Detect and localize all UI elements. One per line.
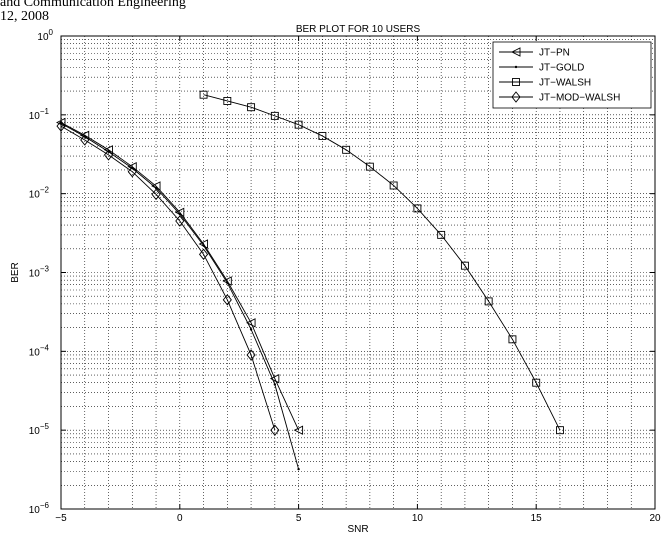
data-point — [178, 212, 181, 216]
data-point — [154, 186, 158, 190]
data-point — [508, 335, 517, 344]
x-axis-title: SNR — [347, 524, 368, 535]
data-point — [294, 120, 303, 129]
data-point — [413, 204, 422, 213]
y-axis-title: BER — [10, 262, 21, 283]
data-point — [273, 383, 277, 386]
series-layer — [55, 90, 564, 471]
data-point — [270, 424, 280, 436]
legend: JT−PN JT−GOLD JT−WALSH JT−MOD−WALSH — [492, 41, 652, 109]
data-point — [532, 378, 541, 387]
legend-swatch-marker — [514, 65, 518, 69]
data-point — [269, 373, 280, 384]
data-point — [223, 97, 232, 105]
data-point — [202, 244, 205, 247]
legend-swatch-marker — [512, 78, 520, 86]
data-point — [389, 181, 398, 190]
y-tick-label: 10−6 — [29, 501, 50, 516]
legend-swatch-marker — [511, 91, 521, 103]
y-tick-label: 10−1 — [29, 107, 50, 122]
data-point — [246, 349, 256, 361]
chart-title: BER PLOT FOR 10 USERS — [296, 24, 421, 35]
series-line — [60, 122, 300, 431]
y-tick-label: 100 — [37, 28, 53, 43]
x-tick-label: −5 — [55, 513, 67, 524]
data-point — [556, 426, 564, 435]
x-tick-label: 20 — [649, 513, 661, 524]
data-point — [342, 145, 351, 154]
data-point — [226, 281, 229, 285]
data-point — [249, 328, 253, 331]
data-point — [318, 131, 327, 140]
data-point — [246, 318, 256, 328]
x-tick-label: 15 — [531, 513, 543, 524]
legend-label: JT−GOLD — [539, 63, 584, 74]
y-tick-label: 10−3 — [29, 265, 50, 280]
data-point — [293, 425, 304, 435]
data-point — [484, 297, 493, 306]
data-point — [437, 230, 446, 239]
data-point — [127, 165, 137, 178]
y-tick-label: 10−2 — [29, 186, 50, 201]
data-point — [198, 248, 209, 261]
data-point — [199, 90, 208, 99]
page-header-line1: and Communication Engineering — [0, 0, 186, 10]
tick-layer: −5 0 5 10 15 20 10−6 10−5 10−4 10−3 10−2 10−1 100 — [29, 28, 661, 524]
data-point — [365, 162, 374, 171]
data-point — [103, 149, 114, 161]
series-line — [60, 125, 276, 431]
page-header-line2: 12, 2008 — [0, 9, 49, 24]
data-point — [175, 215, 185, 227]
data-point — [151, 188, 161, 201]
legend-label: JT−MOD−WALSH — [539, 93, 620, 104]
y-tick-label: 10−5 — [29, 422, 50, 437]
legend-swatch-marker — [510, 47, 521, 57]
data-point — [460, 261, 469, 270]
legend-label: JT−PN — [539, 48, 570, 59]
data-point — [270, 111, 279, 120]
data-point — [222, 294, 232, 306]
data-point — [297, 467, 300, 471]
series-2 — [199, 90, 564, 435]
series-3 — [56, 120, 280, 436]
series-1 — [59, 122, 300, 471]
legend-label: JT−WALSH — [539, 78, 591, 89]
data-point — [80, 134, 90, 146]
data-point — [247, 103, 256, 112]
x-tick-label: 5 — [296, 513, 302, 524]
series-line — [203, 94, 561, 431]
grid — [61, 36, 655, 509]
x-tick-label: 0 — [177, 513, 183, 524]
x-tick-label: 10 — [412, 513, 424, 524]
y-tick-label: 10−4 — [29, 343, 50, 358]
